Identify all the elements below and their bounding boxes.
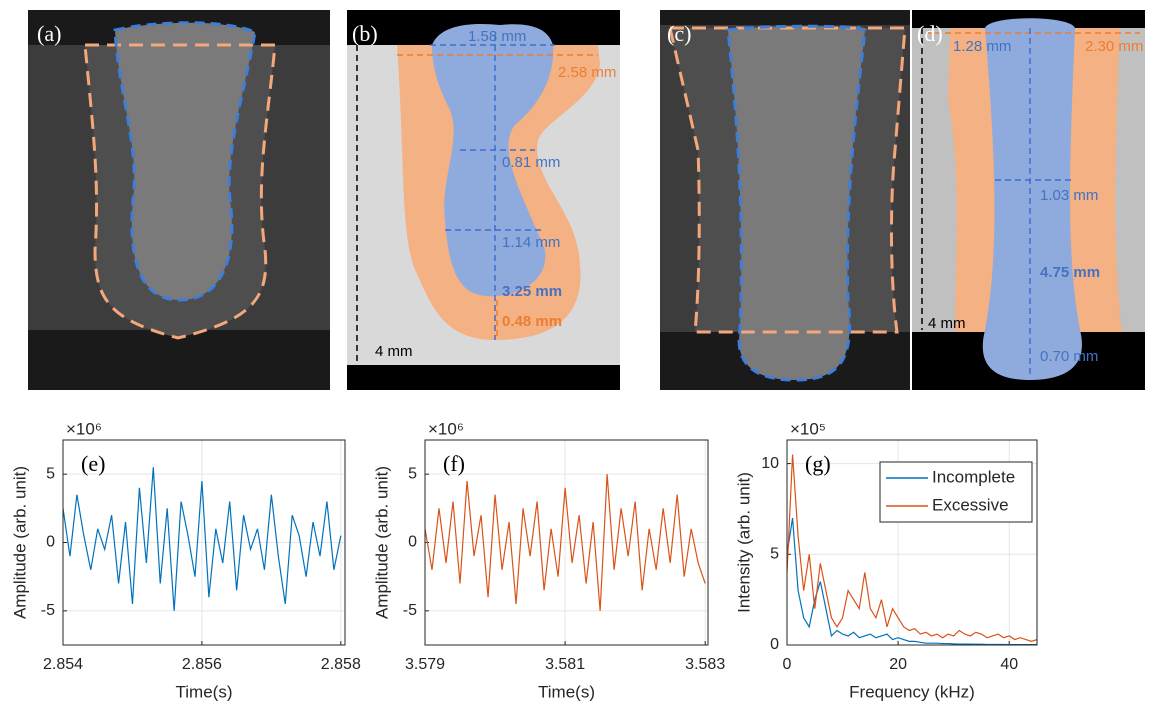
panel-c: (c) [660,10,910,390]
annotation: 4 mm [928,315,966,332]
y-tick-label: 0 [46,534,55,551]
x-axis-label: Frequency (kHz) [849,682,975,701]
axes-frame [424,439,709,646]
panel-label: (b) [352,21,378,46]
weld-zone [948,28,995,332]
x-axis-label: Time(s) [538,682,595,701]
annotation: 4.75 mm [1040,264,1100,281]
axes-frame [62,439,346,646]
panel-label: (c) [667,21,691,46]
fusion-zone [982,18,1082,380]
y-tick-label: -5 [403,602,417,619]
annotation: 2.30 mm [1085,38,1143,55]
annotation: 4 mm [375,343,413,360]
annotation: 2.58 mm [558,64,616,81]
y-tick-label: 0 [770,636,779,653]
fusion-zone [115,22,255,300]
x-tick-label: 20 [889,656,907,673]
panel-label: (e) [81,451,105,476]
outline [83,43,277,340]
annotation: 0.48 mm [502,313,562,330]
panel-a: (a) [28,10,330,390]
y-tick-label: 5 [770,546,779,563]
x-tick-label: 2.854 [43,656,83,673]
annotation: 1.14 mm [502,234,560,251]
data-line [787,454,1037,643]
annotation: 0.70 mm [1040,348,1098,365]
y-tick-label: 5 [46,465,55,482]
y-axis-label: Amplitude (arb. unit) [10,466,29,619]
axis-multiplier: ×10⁶ [428,419,464,438]
annotation: 0.81 mm [502,154,560,171]
y-tick-label: 5 [408,465,417,482]
x-tick-label: 0 [783,656,792,673]
x-tick-label: 40 [1000,656,1018,673]
panel-label: (f) [443,451,465,476]
fusion-zone [728,26,865,380]
x-tick-label: 2.858 [321,656,361,673]
outline [726,24,867,382]
annotation: 3.25 mm [502,283,562,300]
y-axis-label: Amplitude (arb. unit) [372,466,391,619]
x-axis-label: Time(s) [176,682,233,701]
axes-frame [786,439,1038,646]
x-tick-label: 3.583 [685,656,725,673]
axis-multiplier: ×10⁵ [790,419,826,438]
panel-b: 1.58 mm 2.58 mm 0.81 mm 1.14 mm 3.25 mm … [347,10,620,390]
panel-d: 1.28 mm 2.30 mm 1.03 mm 4.75 mm 4 mm 0.7… [912,10,1145,390]
data-line [425,474,706,611]
panel-label: (d) [917,21,943,46]
fusion-zone [432,24,554,297]
y-axis-label: Intensity (arb. unit) [734,472,753,613]
legend-box [879,461,1033,523]
weld-zone [1068,28,1122,332]
charts: -5 0 5 2.854 2.856 2.858 (e) ×10⁶ Time(s) Amplitu… [10,419,1038,701]
x-tick-label: 3.581 [545,656,585,673]
legend-label: Incomplete [932,467,1015,486]
annotation: 1.03 mm [1040,187,1098,204]
x-tick-label: 2.856 [182,656,222,673]
outline [113,21,257,302]
outline [668,26,907,334]
panel-label: (a) [37,21,61,46]
data-line [63,467,342,611]
panel-label: (g) [805,451,831,476]
axis-multiplier: ×10⁶ [66,419,102,438]
measure-lines [356,35,598,365]
y-tick-label: 0 [408,534,417,551]
annotation: 1.28 mm [953,38,1011,55]
annotation: 1.58 mm [468,28,526,45]
data-line [787,517,1037,645]
y-tick-label: 10 [761,455,779,472]
x-tick-label: 3.579 [405,656,445,673]
y-tick-label: -5 [41,602,55,619]
measure-lines [921,28,1140,378]
legend-label: Excessive [932,495,1009,514]
